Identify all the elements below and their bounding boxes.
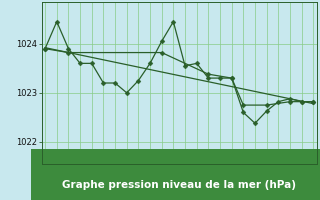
X-axis label: Graphe pression niveau de la mer (hPa): Graphe pression niveau de la mer (hPa) — [62, 180, 296, 190]
